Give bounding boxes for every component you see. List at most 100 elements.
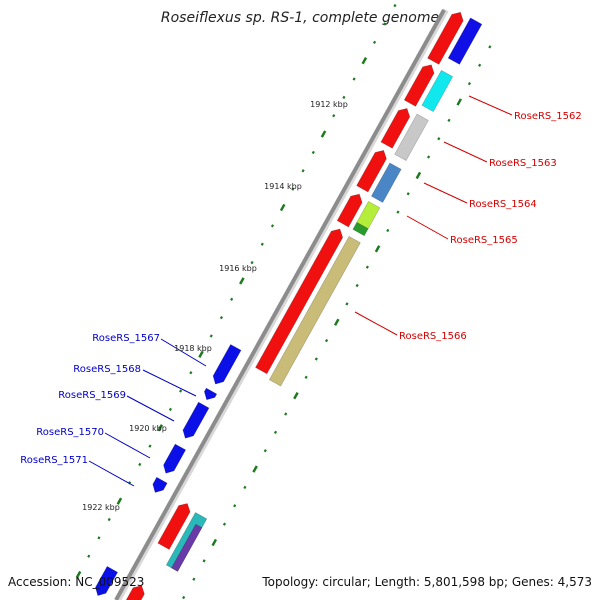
gene-label: RoseRS_1567 — [92, 333, 160, 344]
kbp-label: 1912 kbp — [310, 100, 348, 109]
label-leader — [88, 460, 135, 487]
inner-tick — [179, 389, 183, 393]
inner-tick — [352, 77, 356, 81]
outer-tick — [324, 338, 329, 343]
outer-tick — [263, 449, 267, 453]
inner-tick — [230, 297, 234, 301]
outer-tick — [202, 559, 206, 563]
outer-tick — [293, 391, 299, 400]
outer-tick — [447, 118, 451, 122]
gene-block — [370, 162, 402, 203]
inner-tick — [75, 570, 82, 579]
outer-tick — [345, 302, 349, 306]
inner-tick — [260, 242, 264, 246]
outer-tick — [488, 45, 492, 49]
inner-tick — [189, 371, 193, 375]
inner-tick — [250, 260, 254, 265]
label-leader — [468, 95, 513, 116]
outer-tick — [406, 192, 410, 196]
label-leader — [160, 338, 207, 367]
genome-summary: Topology: circular; Length: 5,801,598 bp… — [262, 575, 592, 589]
inner-tick — [332, 114, 336, 118]
outer-tick — [396, 210, 400, 214]
outer-tick — [243, 485, 247, 490]
gene-label: RoseRS_1568 — [73, 364, 141, 375]
inner-tick — [301, 169, 305, 173]
forward-cds — [125, 585, 145, 600]
outer-tick — [365, 265, 369, 269]
kbp-label: 1918 kbp — [174, 344, 212, 353]
gene-block — [394, 113, 429, 161]
gene-label: RoseRS_1566 — [399, 331, 467, 342]
inner-tick — [168, 407, 172, 412]
inner-tick — [393, 3, 397, 8]
inner-tick — [383, 22, 387, 26]
label-leader — [443, 141, 488, 163]
inner-tick — [320, 130, 327, 138]
inner-tick — [209, 334, 213, 338]
kbp-label: 1914 kbp — [264, 182, 302, 191]
inner-tick — [361, 57, 368, 65]
inner-tick — [87, 554, 91, 558]
inner-tick — [291, 187, 295, 191]
forward-cds — [380, 108, 411, 149]
inner-tick — [138, 462, 142, 467]
inner-tick — [270, 224, 275, 228]
gene-label: RoseRS_1571 — [20, 455, 88, 466]
inner-tick — [157, 424, 164, 432]
gene-label: RoseRS_1564 — [469, 199, 537, 210]
gene-block — [447, 17, 483, 65]
outer-tick — [304, 375, 308, 379]
gene-label: RoseRS_1563 — [489, 158, 557, 169]
label-leader — [423, 182, 468, 204]
reverse-cds — [163, 443, 187, 474]
outer-tick — [437, 137, 441, 141]
kbp-label: 1916 kbp — [219, 264, 257, 273]
outer-tick — [355, 283, 359, 288]
gene-label: RoseRS_1565 — [450, 235, 518, 246]
gene-label: RoseRS_1570 — [36, 427, 104, 438]
outer-tick — [386, 228, 390, 233]
outer-tick — [233, 504, 237, 508]
gene-block — [421, 69, 454, 113]
outer-tick — [333, 318, 340, 326]
reverse-cds — [95, 566, 119, 596]
inner-tick — [198, 350, 204, 359]
outer-tick — [415, 171, 422, 180]
inner-tick — [116, 497, 123, 505]
outer-tick — [192, 577, 196, 581]
label-leader — [126, 395, 175, 422]
kbp-label: 1920 kbp — [129, 424, 167, 433]
gene-label: RoseRS_1569 — [58, 390, 126, 401]
outer-tick — [222, 522, 227, 526]
kbp-label: 1922 kbp — [82, 503, 120, 512]
outer-tick — [252, 465, 258, 473]
inner-tick — [219, 316, 224, 320]
inner-tick — [97, 536, 101, 540]
outer-tick — [467, 82, 471, 86]
accession-label: Accession: NC_009523 — [8, 575, 145, 589]
label-leader — [142, 369, 197, 397]
outer-tick — [211, 538, 218, 547]
inner-tick — [372, 40, 377, 44]
forward-cds — [255, 228, 344, 375]
inner-tick — [279, 203, 286, 212]
inner-tick — [311, 150, 315, 155]
outer-tick — [182, 595, 186, 600]
outer-tick — [284, 412, 288, 416]
gene-block — [171, 523, 203, 572]
forward-cds — [427, 11, 464, 65]
map-title: Roseiflexus sp. RS-1, complete genome — [160, 10, 440, 26]
outer-tick — [456, 98, 463, 106]
reverse-cds — [212, 344, 242, 385]
reverse-cds — [204, 387, 218, 401]
outer-tick — [314, 357, 318, 361]
label-leader — [354, 311, 398, 336]
outer-tick — [427, 155, 431, 159]
label-leader — [104, 432, 151, 459]
forward-cds — [336, 193, 363, 228]
inner-tick — [342, 95, 346, 100]
label-leader — [406, 215, 449, 240]
forward-cds — [356, 150, 387, 193]
